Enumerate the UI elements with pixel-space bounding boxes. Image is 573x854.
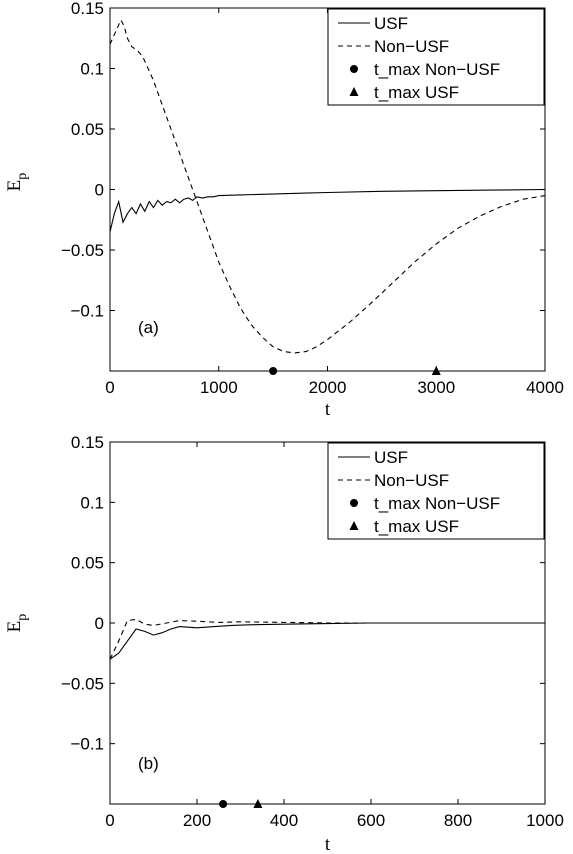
y-tick-label: 0.05 — [71, 120, 104, 139]
y-tick-label: 0.05 — [71, 554, 104, 573]
legend-entry-label: Non−USF — [374, 37, 449, 56]
legend-entry-label: t_max USF — [374, 517, 459, 536]
y-axis-label: Ep — [4, 173, 30, 192]
legend-entry-label: USF — [374, 448, 408, 467]
legend-entry-label: t_max USF — [374, 83, 459, 102]
legend-entry-label: t_max Non−USF — [374, 494, 500, 513]
y-tick-label: −0.05 — [61, 241, 104, 260]
x-tick-label: 1000 — [200, 378, 238, 397]
x-axis-label: t — [325, 399, 331, 420]
x-tick-label: 4000 — [526, 378, 564, 397]
legend-swatch-circle — [350, 499, 358, 507]
legend-entry-label: t_max Non−USF — [374, 60, 500, 79]
marker-tmax-non-usf — [269, 367, 277, 375]
legend-entry-label: Non−USF — [374, 471, 449, 490]
x-tick-label: 3000 — [417, 378, 455, 397]
y-tick-label: −0.05 — [61, 674, 104, 693]
x-tick-label: 800 — [444, 811, 472, 830]
chart-panel-b: 0 200 400 600 800 1000 −0.1 −0.05 0 0.05 0.1 0.15 t E… — [4, 433, 564, 854]
legend-swatch-circle — [350, 65, 358, 73]
x-tick-label: 1000 — [526, 811, 564, 830]
y-tick-label: 0.1 — [80, 60, 104, 79]
x-axis-label: t — [325, 834, 331, 854]
y-tick-label: −0.1 — [70, 735, 104, 754]
x-tick-label: 0 — [105, 811, 114, 830]
legend-entry-label: USF — [374, 14, 408, 33]
y-tick-label: 0.15 — [71, 433, 104, 452]
y-tick-label: 0.15 — [71, 0, 104, 18]
x-tick-label: 200 — [183, 811, 211, 830]
panel-label: (b) — [138, 754, 159, 773]
y-axis-label: Ep — [4, 614, 30, 633]
y-tick-label: 0.1 — [80, 493, 104, 512]
x-tick-label: 2000 — [309, 378, 347, 397]
y-tick-label: 0 — [95, 181, 104, 200]
chart-panel-a: 0 1000 2000 3000 4000 −0.1 −0.05 0 0.05 0.1 0.15 t E… — [4, 0, 564, 420]
y-tick-label: 0 — [95, 614, 104, 633]
x-tick-label: 400 — [270, 811, 298, 830]
y-tick-label: −0.1 — [70, 302, 104, 321]
x-tick-label: 600 — [357, 811, 385, 830]
panel-label: (a) — [138, 318, 159, 337]
x-tick-label: 0 — [105, 378, 114, 397]
marker-tmax-non-usf — [219, 800, 227, 808]
